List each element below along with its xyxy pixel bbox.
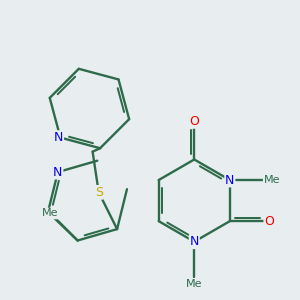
Text: S: S — [95, 186, 103, 199]
Text: N: N — [53, 166, 62, 178]
Text: Me: Me — [42, 208, 59, 218]
Text: N: N — [225, 173, 235, 187]
Text: Me: Me — [186, 279, 202, 289]
Text: N: N — [190, 235, 199, 248]
Text: O: O — [264, 214, 274, 228]
Text: O: O — [189, 115, 199, 128]
Text: N: N — [54, 131, 63, 144]
Text: Me: Me — [264, 175, 280, 185]
